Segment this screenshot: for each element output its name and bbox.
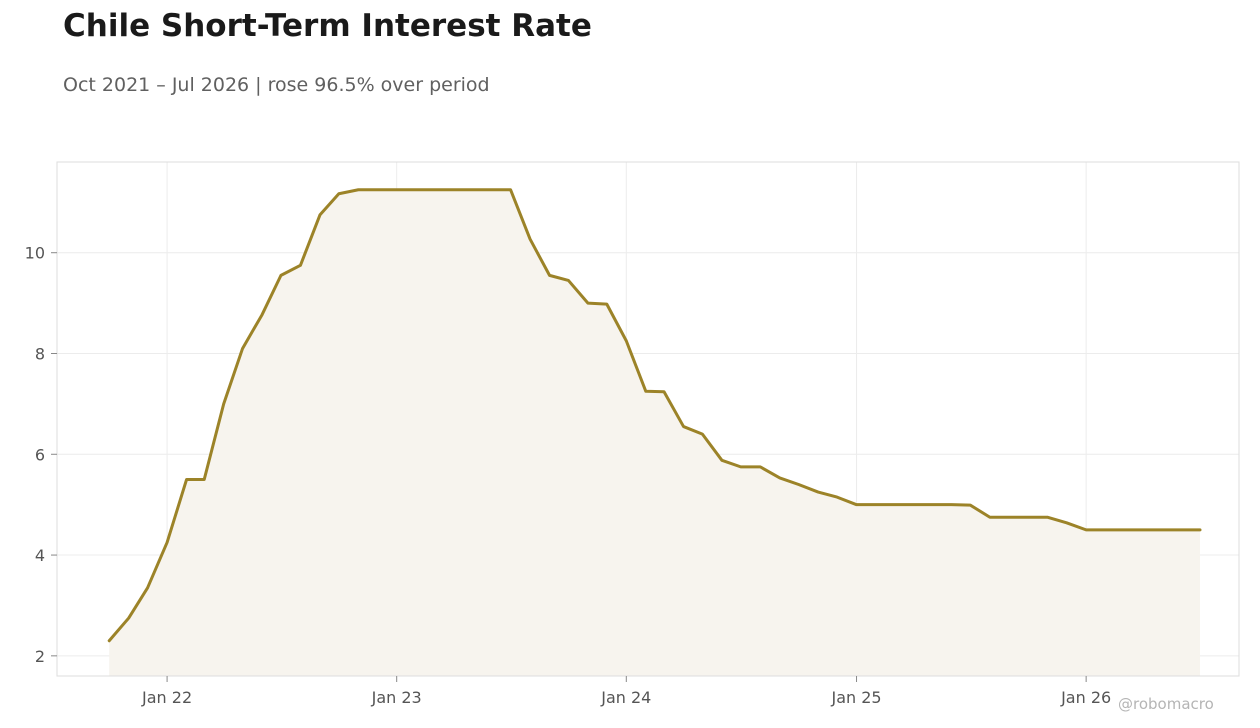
data-point-2024-10-01	[797, 483, 799, 485]
data-point-2022-01-01	[166, 541, 168, 543]
data-point-2025-05-01	[931, 503, 933, 505]
data-point-2022-11-01	[357, 189, 359, 191]
data-point-2024-02-01	[645, 390, 647, 392]
data-point-2024-12-01	[836, 496, 838, 498]
data-point-2022-12-01	[376, 189, 378, 191]
data-point-2025-04-01	[912, 503, 914, 505]
data-point-2023-06-01	[490, 189, 492, 191]
data-point-2025-10-01	[1027, 516, 1029, 518]
data-point-2025-08-01	[989, 516, 991, 518]
x-tick-label-2: Jan 24	[600, 688, 651, 707]
y-tick-label-8: 8	[35, 344, 45, 363]
y-tick-label-10: 10	[25, 244, 45, 263]
data-point-2023-01-01	[395, 189, 397, 191]
data-point-2026-03-01	[1122, 529, 1124, 531]
chart-subtitle: Oct 2021 – Jul 2026 | rose 96.5% over pe…	[63, 74, 490, 96]
data-point-2024-03-01	[663, 391, 665, 393]
data-point-2023-02-01	[415, 189, 417, 191]
data-point-2022-10-01	[338, 193, 340, 195]
data-point-2026-02-01	[1104, 529, 1106, 531]
credit-label: @robomacro	[1118, 695, 1214, 713]
data-point-2021-10-01	[108, 640, 110, 642]
data-point-2025-12-01	[1065, 522, 1067, 524]
data-point-2024-01-01	[625, 340, 627, 342]
chart-title: Chile Short-Term Interest Rate	[63, 8, 592, 44]
data-point-2022-02-01	[185, 478, 187, 480]
data-point-2025-11-01	[1047, 516, 1049, 518]
axis-ticks: 2 4 6 8 10 Jan 22 Jan 23 Jan 24 Jan 25 Jan 26	[25, 244, 1112, 707]
rate-line	[107, 188, 1202, 643]
plot-frame	[56, 161, 1240, 677]
data-point-2024-09-01	[779, 477, 781, 479]
data-point-2026-06-01	[1180, 529, 1182, 531]
data-point-2024-05-01	[701, 433, 703, 435]
data-point-2023-07-01	[509, 189, 511, 191]
data-point-2022-07-01	[280, 274, 282, 276]
x-tick-label-4: Jan 26	[1060, 688, 1111, 707]
data-point-2025-03-01	[892, 503, 894, 505]
data-point-2023-12-01	[606, 303, 608, 305]
data-point-2024-04-01	[682, 425, 684, 427]
data-point-2024-11-01	[817, 491, 819, 493]
x-tick-label-0: Jan 22	[141, 688, 192, 707]
data-point-2022-03-01	[203, 478, 205, 480]
y-tick-label-4: 4	[35, 546, 45, 565]
y-tick-label-2: 2	[35, 647, 45, 666]
data-point-2025-07-01	[969, 504, 971, 506]
data-point-2023-11-01	[587, 302, 589, 304]
data-point-2023-04-01	[452, 189, 454, 191]
data-point-2025-01-01	[855, 503, 857, 505]
data-point-2023-03-01	[433, 189, 435, 191]
data-point-2023-10-01	[567, 279, 569, 281]
data-point-2025-06-01	[950, 503, 952, 505]
data-point-2022-05-01	[241, 347, 243, 349]
data-point-2024-08-01	[759, 466, 761, 468]
area-fill	[109, 189, 1201, 676]
data-point-2023-05-01	[471, 189, 473, 191]
data-point-2022-04-01	[223, 403, 225, 405]
data-point-2023-08-01	[529, 238, 531, 240]
data-point-2022-06-01	[261, 313, 263, 315]
data-point-2026-04-01	[1142, 529, 1144, 531]
data-point-2026-07-01	[1199, 529, 1201, 531]
data-point-2022-08-01	[299, 264, 301, 266]
data-point-2026-05-01	[1160, 529, 1162, 531]
data-point-2022-09-01	[319, 214, 321, 216]
data-point-2024-06-01	[721, 459, 723, 461]
x-tick-label-1: Jan 23	[371, 688, 422, 707]
x-tick-label-3: Jan 25	[830, 688, 881, 707]
data-point-2025-02-01	[875, 503, 877, 505]
data-point-2021-12-01	[146, 587, 148, 589]
data-point-2021-11-01	[128, 617, 130, 619]
y-tick-label-6: 6	[35, 445, 45, 464]
data-point-2023-09-01	[548, 274, 550, 276]
data-point-2025-09-01	[1008, 516, 1010, 518]
data-point-2024-07-01	[740, 466, 742, 468]
data-point-2026-01-01	[1085, 529, 1087, 531]
